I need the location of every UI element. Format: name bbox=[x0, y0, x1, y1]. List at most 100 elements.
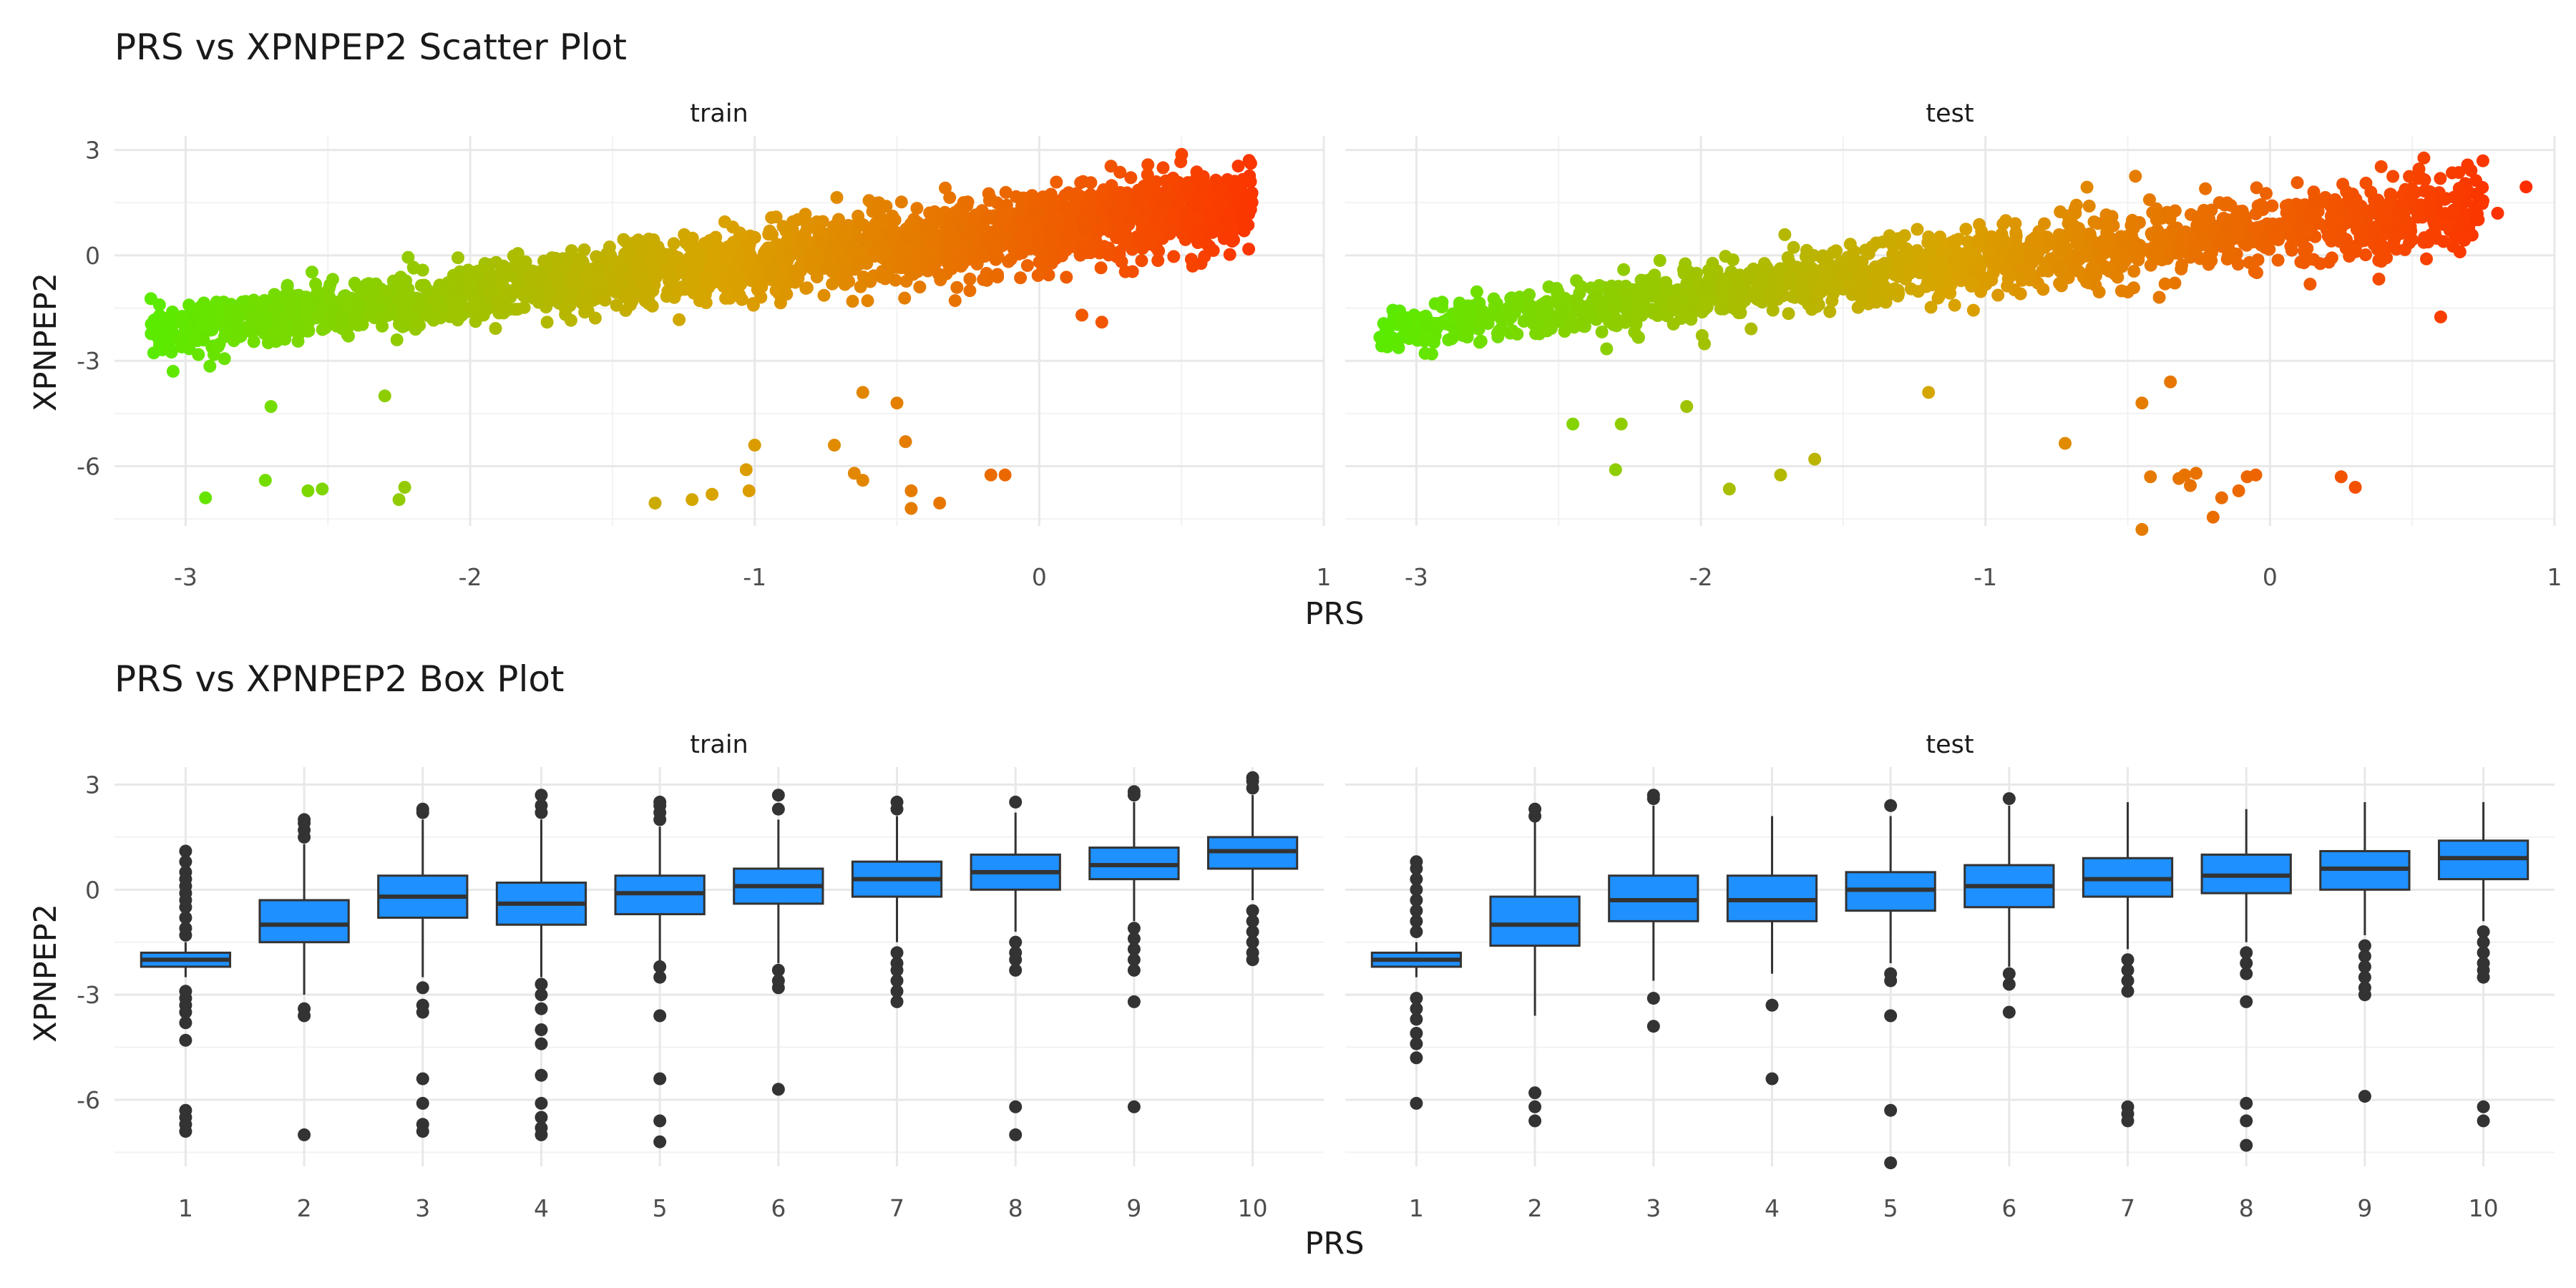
scatter-point bbox=[1979, 271, 1992, 285]
box-outlier bbox=[1009, 935, 1023, 949]
scatter-point bbox=[1198, 250, 1211, 263]
scatter-point bbox=[2084, 229, 2097, 243]
scatter-point bbox=[1025, 213, 1039, 227]
box-outlier bbox=[1410, 914, 1423, 928]
scatter-point bbox=[838, 266, 852, 280]
scatter-y-tick-label: 3 bbox=[85, 137, 100, 165]
scatter-point bbox=[1238, 211, 1251, 225]
scatter-point bbox=[254, 298, 268, 311]
scatter-point bbox=[394, 315, 406, 328]
scatter-point bbox=[1223, 208, 1236, 221]
box-outlier bbox=[1410, 925, 1423, 939]
scatter-point bbox=[1990, 238, 2004, 252]
scatter-point bbox=[188, 333, 201, 346]
scatter-point bbox=[1396, 318, 1410, 331]
box-x-tick-label: 7 bbox=[2120, 1194, 2135, 1222]
box-outlier bbox=[416, 1005, 429, 1019]
box-x-tick-label: 9 bbox=[1126, 1194, 1141, 1222]
box-outlier bbox=[179, 928, 192, 942]
scatter-point bbox=[552, 265, 565, 278]
box-rect bbox=[1489, 895, 1581, 947]
scatter-point bbox=[243, 323, 257, 337]
scatter-point bbox=[1036, 190, 1050, 204]
box-outlier bbox=[2240, 995, 2253, 1008]
scatter-x-tick-label: 0 bbox=[2263, 563, 2278, 591]
scatter-point bbox=[944, 234, 957, 248]
scatter-point bbox=[1657, 307, 1671, 321]
box-outlier bbox=[653, 1114, 667, 1128]
scatter-point bbox=[706, 266, 719, 280]
scatter-point bbox=[1231, 160, 1245, 173]
scatter-point bbox=[1930, 272, 1943, 286]
box-outlier bbox=[1410, 1013, 1423, 1026]
scatter-point bbox=[1217, 217, 1231, 230]
scatter-point bbox=[1203, 208, 1216, 221]
box-outlier bbox=[2477, 1100, 2490, 1113]
scatter-point bbox=[2172, 247, 2186, 260]
box-outlier bbox=[298, 813, 311, 826]
scatter-point bbox=[1163, 227, 1176, 240]
scatter-point bbox=[2433, 193, 2446, 207]
scatter-point bbox=[2102, 262, 2115, 275]
scatter-strip-test: test bbox=[1926, 99, 1974, 128]
scatter-point bbox=[394, 270, 407, 284]
scatter-point bbox=[1112, 187, 1126, 201]
scatter-point bbox=[2111, 270, 2124, 284]
scatter-point bbox=[1904, 282, 1918, 296]
scatter-point bbox=[1141, 158, 1155, 172]
scatter-point bbox=[210, 296, 223, 309]
scatter-point bbox=[2232, 484, 2245, 497]
scatter-point bbox=[976, 220, 990, 233]
scatter-point bbox=[999, 185, 1013, 199]
box-outlier bbox=[1246, 935, 1259, 949]
box-outlier bbox=[1009, 963, 1023, 977]
scatter-point bbox=[2205, 254, 2218, 268]
scatter-point bbox=[894, 195, 908, 209]
box-x-tick-label: 3 bbox=[1646, 1194, 1661, 1222]
scatter-x-label: PRS bbox=[1304, 596, 1364, 632]
scatter-point bbox=[2036, 264, 2049, 278]
scatter-point bbox=[1816, 283, 1830, 297]
scatter-point bbox=[366, 295, 380, 308]
scatter-point bbox=[1167, 250, 1181, 263]
scatter-point bbox=[686, 493, 699, 507]
box-outlier bbox=[1127, 785, 1141, 799]
scatter-point bbox=[1966, 303, 1980, 317]
scatter-point bbox=[2215, 491, 2228, 504]
scatter-point bbox=[667, 237, 680, 250]
scatter-point bbox=[1124, 171, 1138, 185]
scatter-point bbox=[2080, 275, 2093, 288]
scatter-point bbox=[2162, 248, 2176, 262]
scatter-point bbox=[1717, 277, 1731, 290]
box-outlier bbox=[535, 1096, 548, 1110]
scatter-point bbox=[1808, 452, 1822, 466]
scatter-point bbox=[2072, 265, 2086, 278]
scatter-point bbox=[1453, 299, 1466, 313]
box-outlier bbox=[416, 802, 429, 816]
scatter-point bbox=[2301, 242, 2314, 255]
scatter-point bbox=[2397, 219, 2411, 233]
scatter-point bbox=[1782, 255, 1796, 268]
scatter-point bbox=[322, 282, 336, 296]
box-outlier bbox=[179, 855, 192, 869]
scatter-point bbox=[2468, 200, 2482, 213]
scatter-point bbox=[1787, 240, 1800, 254]
scatter-point bbox=[1774, 468, 1787, 482]
box-outlier bbox=[1127, 995, 1141, 1008]
scatter-point bbox=[398, 481, 411, 494]
scatter-point bbox=[560, 254, 574, 267]
scatter-point bbox=[742, 255, 756, 268]
scatter-point bbox=[452, 292, 465, 306]
scatter-point bbox=[2144, 470, 2157, 484]
scatter-point bbox=[1949, 264, 1963, 278]
scatter-point bbox=[1646, 280, 1660, 293]
scatter-point bbox=[2446, 240, 2460, 253]
scatter-point bbox=[643, 252, 657, 265]
scatter-point bbox=[826, 263, 839, 276]
scatter-point bbox=[1581, 306, 1595, 319]
scatter-point bbox=[1605, 279, 1619, 293]
scatter-point bbox=[856, 386, 869, 399]
scatter-point bbox=[230, 329, 244, 343]
scatter-point bbox=[1703, 294, 1717, 308]
